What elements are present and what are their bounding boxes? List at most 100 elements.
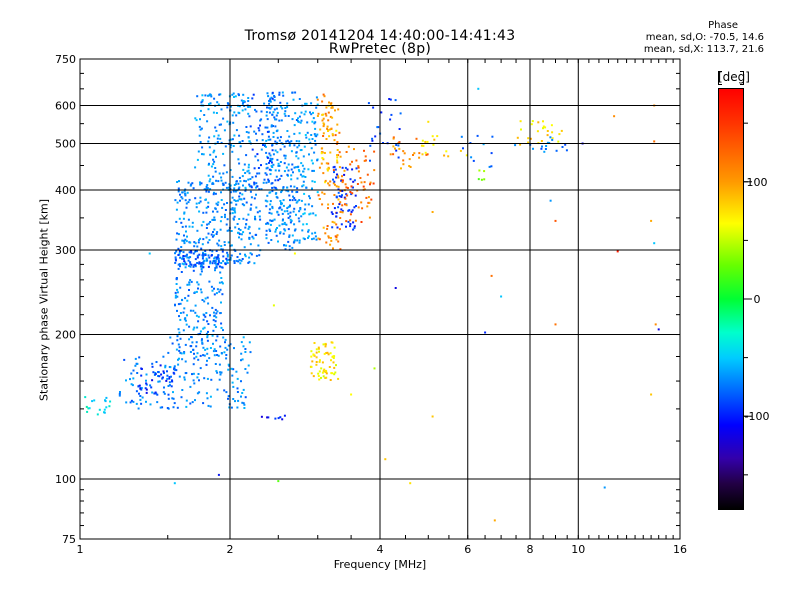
echo-point [211, 334, 214, 337]
echo-point [516, 136, 519, 139]
echo-point [248, 140, 251, 143]
echo-point [422, 144, 425, 147]
echo-point [215, 263, 218, 266]
echo-point [183, 212, 186, 215]
echo-point [200, 339, 203, 342]
echo-point [233, 111, 236, 114]
x-tick-label: 1 [77, 543, 84, 556]
echo-point [335, 211, 338, 214]
echo-point [225, 257, 228, 260]
echo-point [321, 100, 324, 103]
echo-point [283, 228, 286, 231]
echo-point [321, 157, 324, 159]
y-tick-label: 300 [55, 244, 76, 257]
echo-point [238, 134, 241, 137]
echo-point [263, 102, 266, 105]
echo-point [333, 346, 336, 349]
echo-point [310, 159, 313, 162]
echo-point [188, 281, 191, 284]
echo-point [185, 206, 188, 209]
echo-point [189, 184, 192, 187]
echo-point [327, 207, 329, 210]
echo-point [257, 244, 260, 247]
echo-point [182, 251, 185, 254]
echo-point [341, 175, 343, 178]
echo-point [519, 120, 522, 123]
echo-point [271, 149, 274, 152]
echo-point [337, 377, 340, 380]
echo-point [326, 127, 328, 130]
echo-point [242, 402, 245, 405]
echo-point [413, 152, 416, 155]
echo-point [293, 132, 296, 135]
echo-point [185, 202, 188, 205]
echo-point [164, 364, 167, 367]
echo-point [330, 106, 333, 109]
echo-point [284, 110, 287, 113]
echo-point [298, 241, 301, 244]
echo-point [324, 112, 327, 115]
echo-point [312, 354, 315, 356]
echo-point [145, 388, 148, 391]
echo-point [175, 369, 178, 372]
echo-point [227, 397, 229, 400]
echo-point [267, 95, 270, 98]
echo-point [308, 153, 310, 156]
echo-point [160, 373, 163, 376]
echo-point [202, 327, 205, 330]
echo-point [277, 162, 280, 165]
echo-point [325, 241, 328, 244]
echo-point [325, 162, 328, 165]
echo-point [265, 151, 268, 154]
echo-point [323, 368, 326, 371]
echo-point [272, 131, 275, 134]
echo-point [300, 199, 303, 202]
echo-point [229, 105, 232, 108]
echo-point [279, 206, 282, 209]
echo-point [279, 200, 282, 202]
echo-point [233, 184, 236, 186]
echo-point [332, 361, 335, 364]
echo-point [190, 183, 193, 186]
echo-point [311, 169, 314, 172]
echo-point [310, 355, 313, 358]
echo-point [325, 106, 328, 109]
echo-point [288, 141, 291, 144]
echo-point [230, 138, 233, 141]
echo-point [200, 270, 203, 273]
echo-point [327, 182, 330, 185]
echo-point [207, 174, 210, 177]
echo-point [350, 185, 353, 188]
phase-statistics: Phase mean, sd,O: -70.5, 14.6 mean, sd,X… [644, 20, 764, 56]
echo-point [182, 311, 185, 314]
echo-point [145, 383, 148, 386]
echo-point [557, 140, 560, 143]
echo-point [231, 374, 234, 377]
echo-point [212, 342, 214, 345]
echo-point [317, 346, 320, 349]
echo-point [244, 255, 247, 258]
echo-point [318, 360, 321, 363]
echo-point [178, 346, 181, 349]
echo-point [213, 135, 216, 138]
echo-point [330, 239, 333, 242]
echo-point [242, 336, 245, 339]
echo-point [216, 335, 219, 338]
echo-point [217, 244, 220, 247]
echo-point [230, 244, 233, 247]
echo-point [395, 149, 398, 152]
echo-point [136, 362, 139, 365]
echo-point [162, 370, 165, 373]
x-tick-label: 4 [377, 543, 384, 556]
echo-point [251, 97, 254, 100]
echo-point [240, 395, 242, 398]
echo-point [220, 262, 223, 264]
echo-point [206, 397, 209, 400]
echo-point [180, 221, 183, 224]
echo-point [223, 389, 226, 392]
echo-point [176, 335, 179, 338]
echo-point [241, 401, 244, 404]
echo-point [196, 352, 199, 355]
echo-point [276, 227, 278, 229]
echo-point [178, 217, 181, 220]
